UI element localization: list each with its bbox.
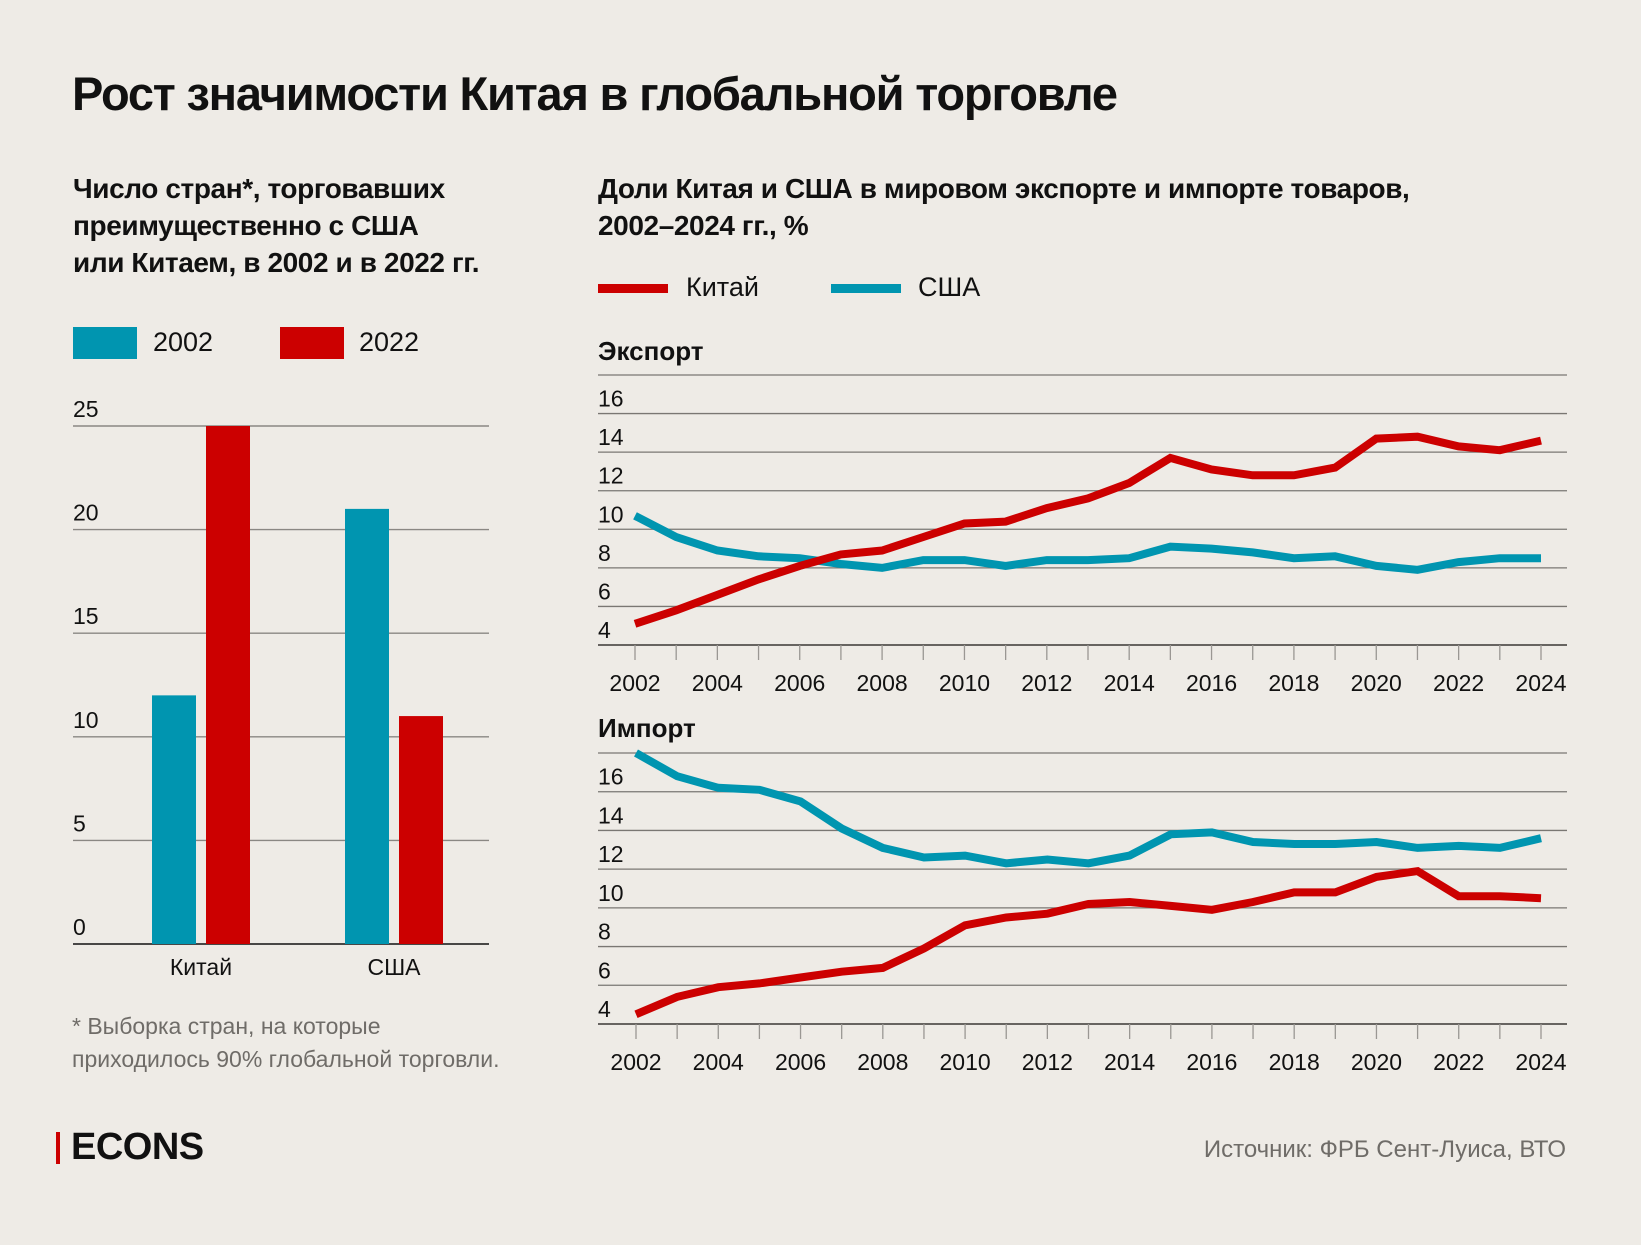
legend-line-usa bbox=[831, 284, 901, 293]
bar-y-tick-label: 15 bbox=[73, 603, 99, 629]
export-y-tick-label: 16 bbox=[598, 386, 624, 412]
export-x-tick-label: 2004 bbox=[692, 670, 743, 696]
line-chart-subtitle: Доли Китая и США в мировом экспорте и им… bbox=[598, 170, 1410, 244]
export-y-tick-label: 8 bbox=[598, 540, 611, 566]
footnote-line: * Выборка стран, на которые bbox=[72, 1013, 381, 1039]
bar-category-label: США bbox=[367, 954, 421, 980]
bar-chart-subtitle-line: преимущественно с США bbox=[73, 210, 419, 241]
bar-usa-2022 bbox=[399, 716, 443, 944]
export-y-tick-label: 14 bbox=[598, 424, 624, 450]
bar-china-2022 bbox=[206, 426, 250, 944]
import-x-tick-label: 2004 bbox=[693, 1049, 744, 1075]
bar-y-tick-label: 10 bbox=[73, 707, 99, 733]
import-x-tick-label: 2018 bbox=[1269, 1049, 1320, 1075]
bar-y-tick-label: 0 bbox=[73, 914, 86, 940]
import-y-tick-label: 4 bbox=[598, 996, 611, 1022]
export-x-tick-label: 2018 bbox=[1268, 670, 1319, 696]
import-x-tick-label: 2022 bbox=[1433, 1049, 1484, 1075]
legend-swatch-2002 bbox=[73, 327, 137, 359]
footnote: * Выборка стран, на которые приходилось … bbox=[72, 1010, 499, 1076]
export-x-tick-label: 2014 bbox=[1104, 670, 1155, 696]
source-note: Источник: ФРБ Сент-Луиса, ВТО bbox=[1203, 1136, 1566, 1163]
import-x-tick-label: 2006 bbox=[775, 1049, 826, 1075]
legend-label-2002: 2002 bbox=[153, 327, 214, 357]
export-panel-title: Экспорт bbox=[598, 336, 704, 366]
export-y-tick-label: 10 bbox=[598, 501, 624, 527]
export-x-tick-label: 2010 bbox=[939, 670, 990, 696]
import-y-tick-label: 6 bbox=[598, 957, 611, 983]
legend-label-china: Китай bbox=[686, 272, 759, 302]
export-x-tick-label: 2008 bbox=[857, 670, 908, 696]
import-y-tick-label: 12 bbox=[598, 841, 624, 867]
footnote-line: приходилось 90% глобальной торговли. bbox=[72, 1046, 500, 1072]
import-x-tick-label: 2014 bbox=[1104, 1049, 1155, 1075]
import-y-tick-label: 16 bbox=[598, 764, 624, 790]
import-y-tick-label: 8 bbox=[598, 919, 611, 945]
export-x-tick-label: 2006 bbox=[774, 670, 825, 696]
import-x-tick-label: 2020 bbox=[1351, 1049, 1402, 1075]
import-x-tick-label: 2010 bbox=[940, 1049, 991, 1075]
bar-y-tick-label: 5 bbox=[73, 810, 86, 836]
import-x-tick-label: 2012 bbox=[1022, 1049, 1073, 1075]
import-line-china bbox=[634, 866, 1542, 1018]
bar-y-tick-label: 20 bbox=[73, 500, 99, 526]
import-y-tick-label: 10 bbox=[598, 880, 624, 906]
legend-line-china bbox=[598, 284, 668, 293]
export-line-usa bbox=[633, 512, 1541, 574]
import-panel-title: Импорт bbox=[598, 713, 696, 743]
export-x-tick-label: 2002 bbox=[609, 670, 660, 696]
export-y-tick-label: 12 bbox=[598, 463, 624, 489]
bar-chart-subtitle: Число стран*, торговавших преимущественн… bbox=[73, 170, 479, 281]
import-x-tick-label: 2002 bbox=[610, 1049, 661, 1075]
import-x-tick-label: 2024 bbox=[1515, 1049, 1566, 1075]
export-x-tick-label: 2020 bbox=[1351, 670, 1402, 696]
brand-accent-bar bbox=[56, 1132, 60, 1164]
line-chart-subtitle-line: 2002–2024 гг., % bbox=[598, 210, 809, 241]
page-title: Рост значимости Китая в глобальной торго… bbox=[72, 67, 1118, 120]
bar-china-2002 bbox=[152, 695, 196, 944]
export-x-tick-label: 2024 bbox=[1515, 670, 1566, 696]
export-y-tick-label: 4 bbox=[598, 617, 611, 643]
bar-y-tick-label: 25 bbox=[73, 396, 99, 422]
bar-chart-subtitle-line: или Китаем, в 2002 и в 2022 гг. bbox=[73, 247, 480, 278]
bar-usa-2002 bbox=[345, 508, 389, 944]
export-line-china bbox=[633, 432, 1542, 628]
import-y-tick-label: 14 bbox=[598, 802, 624, 828]
export-x-tick-label: 2012 bbox=[1021, 670, 1072, 696]
legend-swatch-2022 bbox=[280, 327, 344, 359]
legend-label-usa: США bbox=[918, 272, 981, 302]
export-x-tick-label: 2016 bbox=[1186, 670, 1237, 696]
export-x-tick-label: 2022 bbox=[1433, 670, 1484, 696]
import-x-tick-label: 2008 bbox=[857, 1049, 908, 1075]
import-line-usa bbox=[634, 749, 1542, 868]
export-y-tick-label: 6 bbox=[598, 578, 611, 604]
bar-chart-subtitle-line: Число стран*, торговавших bbox=[73, 173, 445, 204]
line-chart-subtitle-line: Доли Китая и США в мировом экспорте и им… bbox=[598, 173, 1410, 204]
legend-label-2022: 2022 bbox=[359, 327, 420, 357]
bar-category-label: Китай bbox=[170, 954, 232, 980]
import-x-tick-label: 2016 bbox=[1186, 1049, 1237, 1075]
brand-logo: ECONS bbox=[71, 1126, 204, 1168]
